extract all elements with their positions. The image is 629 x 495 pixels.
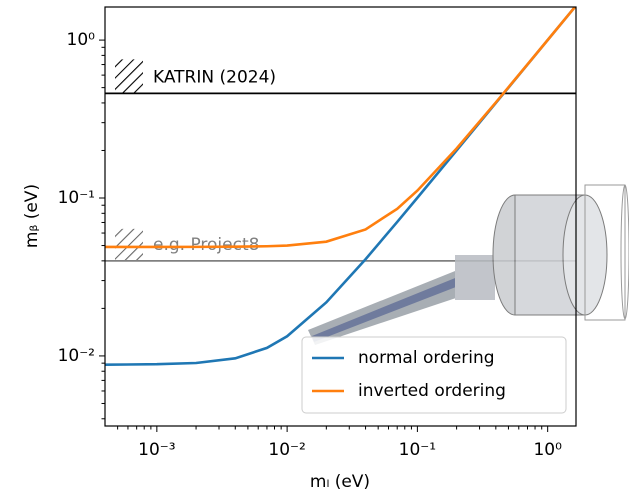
- legend-label: inverted ordering: [358, 381, 506, 401]
- hatch: [115, 228, 143, 261]
- x-tick-label: 10⁰: [533, 440, 562, 460]
- x-axis-label: mₗ (eV): [310, 472, 370, 492]
- limit-label: KATRIN (2024): [153, 67, 276, 87]
- legend-label: normal ordering: [358, 348, 495, 368]
- x-tick-label: 10⁻²: [268, 440, 305, 460]
- series-line: [105, 7, 576, 366]
- legend: normal ordering inverted ordering: [301, 336, 567, 414]
- lines: [105, 7, 576, 366]
- series-line: [105, 7, 576, 249]
- x-tick-label: 10⁻³: [138, 440, 175, 460]
- x-tick-label: 10⁻¹: [399, 440, 436, 460]
- y-axis-label: mᵦ (eV): [22, 184, 42, 248]
- y-tick-label: 10⁰: [67, 30, 96, 50]
- limit-label: e.g. Project8: [153, 235, 259, 255]
- detector-illustration: [308, 184, 629, 345]
- plot-frame: [104, 6, 577, 427]
- y-tick-label: 10⁻¹: [58, 188, 95, 208]
- plot-area: KATRIN (2024) e.g. Project8: [105, 7, 576, 366]
- legend-box: [301, 336, 567, 414]
- y-tick-label: 10⁻²: [58, 346, 95, 366]
- hatch: [115, 59, 143, 94]
